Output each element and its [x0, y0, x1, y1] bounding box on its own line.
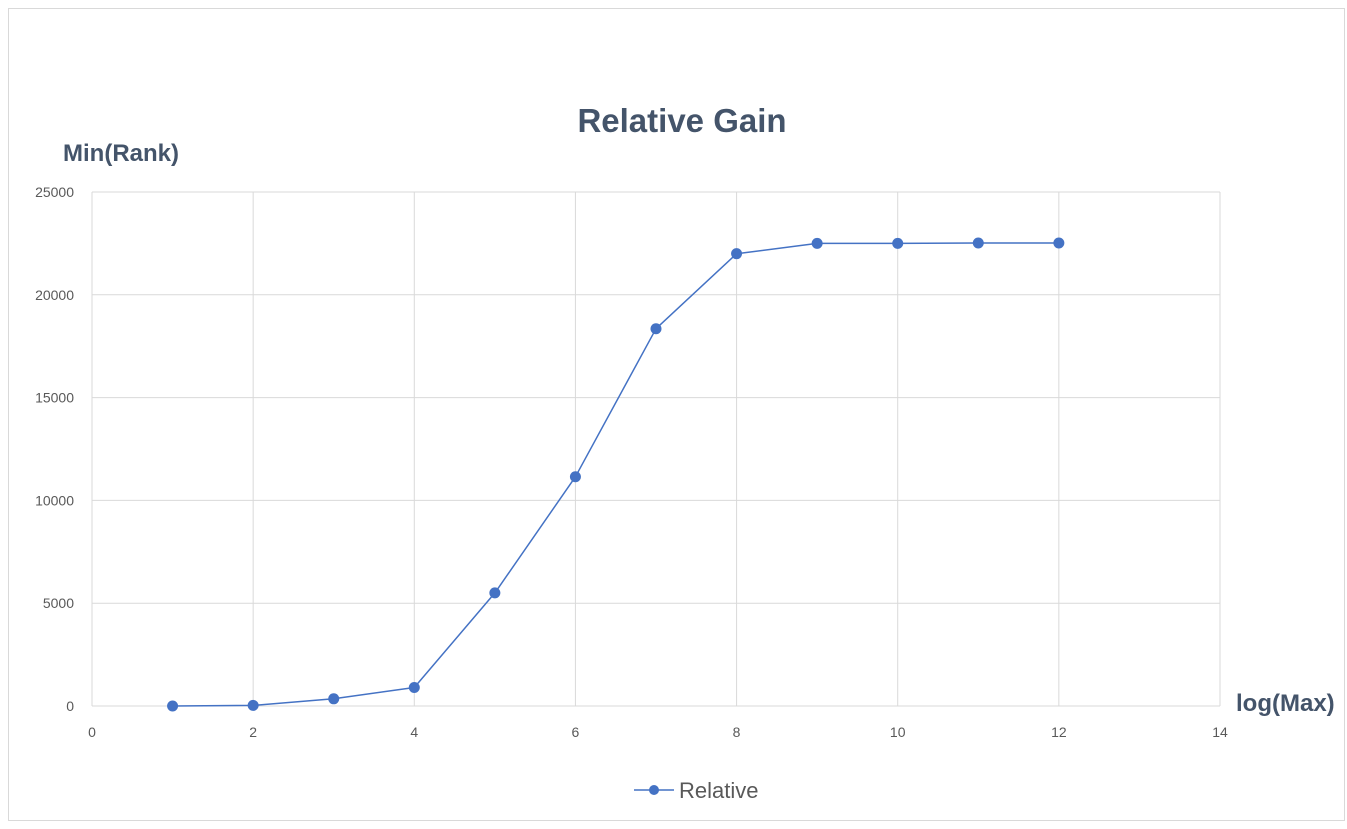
y-tick-labels: 0 5000 10000 15000 20000 25000	[35, 184, 74, 714]
axis-lines	[91, 192, 1220, 707]
data-point	[1053, 237, 1065, 249]
x-tick-label: 6	[572, 724, 580, 740]
data-point	[489, 587, 501, 599]
x-tick-label: 10	[890, 724, 906, 740]
x-tick-label: 8	[733, 724, 741, 740]
data-point	[328, 693, 340, 705]
x-tick-label: 12	[1051, 724, 1067, 740]
legend-label: Relative	[679, 778, 758, 803]
data-point	[650, 323, 662, 335]
chart-border	[8, 8, 1345, 821]
data-point	[247, 699, 259, 711]
series-line	[172, 242, 1059, 707]
x-tick-labels: 0 2 4 6 8 10 12 14	[88, 724, 1228, 740]
series-relative	[167, 237, 1065, 712]
x-axis-title: log(Max)	[1236, 690, 1335, 717]
y-tick-label: 15000	[35, 390, 74, 406]
chart-title: Relative Gain	[577, 102, 786, 139]
data-point	[811, 237, 823, 249]
x-tick-label: 2	[249, 724, 257, 740]
grid-lines	[92, 191, 1221, 706]
y-tick-label: 25000	[35, 184, 74, 200]
y-tick-label: 5000	[43, 595, 74, 611]
x-tick-label: 0	[88, 724, 96, 740]
y-tick-label: 10000	[35, 492, 74, 508]
data-point	[972, 237, 984, 249]
data-point	[569, 471, 581, 483]
x-tick-label: 14	[1212, 724, 1228, 740]
y-tick-label: 20000	[35, 287, 74, 303]
legend: Relative	[634, 778, 758, 803]
data-point	[167, 700, 179, 712]
data-point	[731, 248, 743, 260]
y-tick-label: 0	[66, 698, 74, 714]
y-axis-title: Min(Rank)	[63, 140, 179, 167]
data-point	[892, 237, 904, 249]
x-tick-label: 4	[410, 724, 418, 740]
legend-marker	[649, 785, 659, 795]
data-point	[408, 681, 420, 693]
